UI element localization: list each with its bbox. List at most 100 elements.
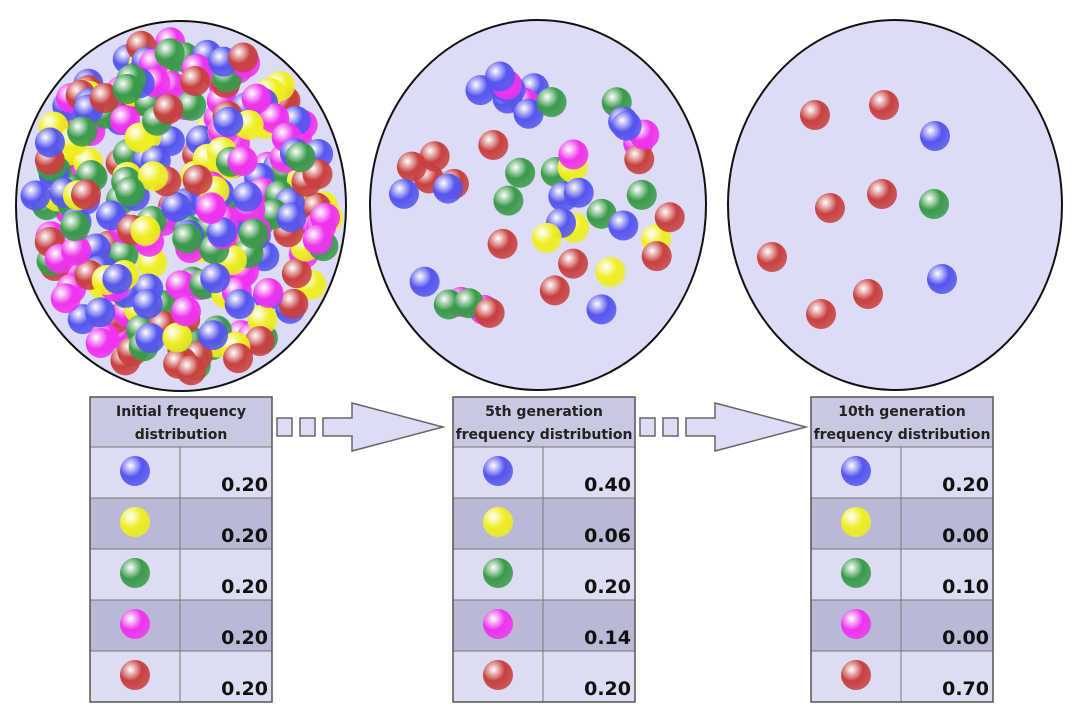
ball bbox=[179, 66, 210, 97]
ball bbox=[172, 223, 203, 254]
allele-ball bbox=[120, 456, 150, 486]
allele-ball bbox=[841, 660, 871, 690]
table-cell bbox=[542, 599, 636, 652]
ball bbox=[558, 248, 589, 279]
ball bbox=[206, 217, 237, 248]
ball bbox=[396, 151, 427, 182]
table-cell bbox=[179, 446, 273, 499]
frequency-value: 0.06 bbox=[584, 525, 631, 547]
frequency-table: 10th generation frequency distribution 0.2… bbox=[810, 396, 994, 703]
tables: Initial frequency distribution 0.20 0.20 0.2… bbox=[89, 396, 994, 703]
ball bbox=[102, 264, 133, 295]
ball bbox=[595, 256, 626, 287]
table-header bbox=[452, 396, 636, 448]
ball bbox=[419, 141, 450, 172]
arrow bbox=[276, 402, 446, 452]
frequency-value: 0.00 bbox=[942, 627, 989, 649]
ball bbox=[200, 263, 231, 294]
ball bbox=[302, 224, 333, 255]
ball bbox=[484, 61, 515, 92]
ball bbox=[182, 164, 213, 195]
table-header bbox=[89, 396, 273, 448]
allele-ball bbox=[483, 609, 513, 639]
arrow bbox=[639, 402, 809, 452]
ball bbox=[213, 106, 244, 137]
ball bbox=[641, 241, 672, 272]
ball bbox=[806, 299, 836, 329]
ball bbox=[161, 192, 192, 223]
ball bbox=[176, 90, 207, 121]
ball bbox=[800, 100, 830, 130]
allele-ball bbox=[483, 507, 513, 537]
frequency-value: 0.20 bbox=[584, 576, 631, 598]
ball bbox=[478, 130, 509, 161]
ball bbox=[654, 202, 685, 233]
frequency-value: 0.10 bbox=[942, 576, 989, 598]
ball bbox=[60, 211, 91, 242]
frequency-value: 0.20 bbox=[221, 678, 268, 700]
ball bbox=[513, 98, 544, 129]
table-border bbox=[452, 396, 636, 703]
ball bbox=[50, 283, 81, 314]
ball bbox=[563, 177, 594, 208]
ball bbox=[869, 90, 899, 120]
ball bbox=[867, 179, 897, 209]
ball bbox=[132, 288, 163, 319]
ball bbox=[919, 189, 949, 219]
frequency-value: 0.00 bbox=[942, 525, 989, 547]
ball bbox=[198, 320, 229, 351]
ball bbox=[611, 110, 642, 141]
table-cell bbox=[900, 650, 994, 703]
table-title: 5th generation bbox=[485, 404, 603, 420]
ball bbox=[536, 87, 567, 118]
table-cell bbox=[900, 497, 994, 550]
ball bbox=[67, 116, 98, 147]
table-cell bbox=[542, 650, 636, 703]
ball bbox=[539, 275, 570, 306]
ball bbox=[757, 242, 787, 272]
allele-ball bbox=[483, 558, 513, 588]
frequency-table: 5th generation frequency distribution 0.40… bbox=[452, 396, 636, 703]
ball bbox=[927, 264, 957, 294]
ball bbox=[70, 179, 101, 210]
allele-ball bbox=[841, 558, 871, 588]
frequency-value: 0.70 bbox=[942, 678, 989, 700]
ball bbox=[195, 194, 226, 225]
ball bbox=[505, 157, 536, 188]
ball bbox=[224, 289, 255, 320]
ball bbox=[487, 228, 518, 259]
frequency-value: 0.20 bbox=[221, 474, 268, 496]
ball bbox=[154, 38, 185, 69]
frequency-value: 0.14 bbox=[584, 627, 631, 649]
ball bbox=[493, 185, 524, 216]
frequency-value: 0.40 bbox=[584, 474, 631, 496]
ball bbox=[135, 323, 166, 354]
ball bbox=[281, 258, 312, 289]
allele-ball bbox=[841, 456, 871, 486]
ball bbox=[228, 42, 259, 73]
table-border bbox=[810, 396, 994, 703]
table-cell bbox=[542, 446, 636, 499]
ball bbox=[85, 297, 116, 328]
table-header bbox=[810, 396, 994, 448]
ball bbox=[115, 176, 146, 207]
ball bbox=[61, 235, 92, 266]
table-cell bbox=[900, 446, 994, 499]
ball bbox=[238, 218, 269, 249]
ball bbox=[531, 222, 562, 253]
allele-ball bbox=[120, 507, 150, 537]
ball bbox=[244, 326, 275, 357]
frequency-value: 0.20 bbox=[584, 678, 631, 700]
ball bbox=[223, 343, 254, 374]
ball bbox=[165, 270, 196, 301]
allele-ball bbox=[120, 660, 150, 690]
ball bbox=[153, 94, 184, 125]
ball bbox=[176, 355, 207, 386]
frequency-value: 0.20 bbox=[221, 525, 268, 547]
table-title: 10th generation bbox=[838, 404, 965, 420]
table-border bbox=[89, 396, 273, 703]
table-cell bbox=[179, 548, 273, 601]
allele-ball bbox=[483, 660, 513, 690]
ball bbox=[130, 215, 161, 246]
